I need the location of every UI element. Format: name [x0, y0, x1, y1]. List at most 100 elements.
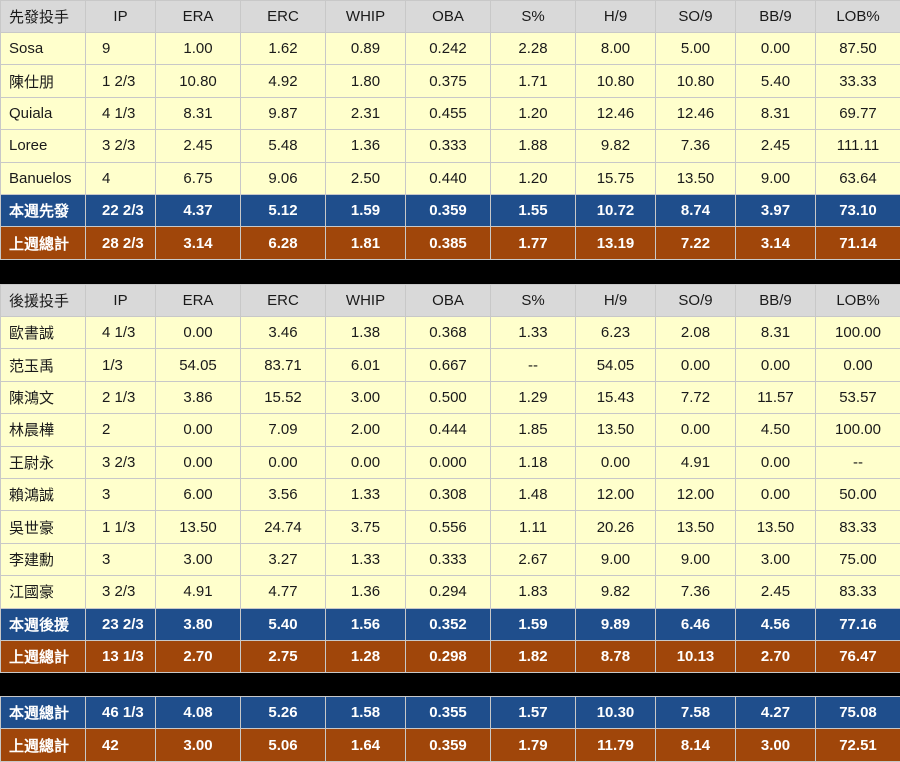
stat-cell: 22 2/3: [86, 194, 156, 226]
stat-cell: 0.368: [406, 317, 491, 349]
stat-cell: 0.00: [156, 317, 241, 349]
stat-cell: 9.00: [576, 543, 656, 575]
stat-cell: 1.77: [491, 227, 576, 259]
stat-cell: 23 2/3: [86, 608, 156, 640]
stat-cell: 10.80: [576, 65, 656, 97]
stat-cell: 4.91: [656, 446, 736, 478]
stat-cell: 73.10: [816, 194, 900, 226]
stat-cell: 9.89: [576, 608, 656, 640]
stat-cell: 9.06: [241, 162, 326, 194]
stat-cell: 5.12: [241, 194, 326, 226]
stat-cell: 9.82: [576, 130, 656, 162]
stat-cell: 77.16: [816, 608, 900, 640]
stat-cell: 111.11: [816, 130, 900, 162]
stat-cell: 0.308: [406, 478, 491, 510]
stat-cell: 2.70: [156, 640, 241, 672]
stat-cell: 0.00: [576, 446, 656, 478]
column-header: S%: [491, 285, 576, 317]
stat-cell: 7.58: [656, 697, 736, 729]
stat-cell: 100.00: [816, 414, 900, 446]
column-header: BB/9: [736, 1, 816, 33]
stat-cell: 4.56: [736, 608, 816, 640]
pitcher-name: 上週總計: [1, 227, 86, 259]
stat-cell: 15.43: [576, 381, 656, 413]
stat-cell: 6.23: [576, 317, 656, 349]
stat-cell: 0.00: [326, 446, 406, 478]
stat-cell: 15.75: [576, 162, 656, 194]
stat-cell: 1.48: [491, 478, 576, 510]
stat-cell: 0.556: [406, 511, 491, 543]
stat-cell: 33.33: [816, 65, 900, 97]
stat-cell: 3.00: [156, 729, 241, 761]
stat-cell: 1.81: [326, 227, 406, 259]
stat-cell: 7.72: [656, 381, 736, 413]
stat-cell: 1 1/3: [86, 511, 156, 543]
stat-cell: 10.72: [576, 194, 656, 226]
stat-cell: 0.444: [406, 414, 491, 446]
column-header: IP: [86, 285, 156, 317]
stat-cell: 0.359: [406, 194, 491, 226]
stat-cell: 13.50: [576, 414, 656, 446]
column-header: WHIP: [326, 285, 406, 317]
stat-cell: 1.59: [491, 608, 576, 640]
stat-cell: 1.62: [241, 33, 326, 65]
stat-cell: 54.05: [576, 349, 656, 381]
stat-cell: 9: [86, 33, 156, 65]
stat-cell: 0.355: [406, 697, 491, 729]
stat-cell: 1.33: [491, 317, 576, 349]
pitcher-name: 林晨樺: [1, 414, 86, 446]
stat-cell: 1.33: [326, 478, 406, 510]
stat-cell: 1.28: [326, 640, 406, 672]
stat-cell: 2.00: [326, 414, 406, 446]
pitcher-name: 上週總計: [1, 729, 86, 761]
stat-cell: 7.09: [241, 414, 326, 446]
stat-cell: 2 1/3: [86, 381, 156, 413]
stat-cell: 12.46: [576, 97, 656, 129]
stat-cell: 1 2/3: [86, 65, 156, 97]
stat-cell: 3.14: [736, 227, 816, 259]
stat-cell: 20.26: [576, 511, 656, 543]
stat-cell: 8.14: [656, 729, 736, 761]
pitcher-name: 本週後援: [1, 608, 86, 640]
stat-cell: 76.47: [816, 640, 900, 672]
stat-cell: 28 2/3: [86, 227, 156, 259]
stat-cell: 9.00: [736, 162, 816, 194]
stat-cell: 3: [86, 543, 156, 575]
stat-cell: 11.79: [576, 729, 656, 761]
stat-cell: 0.455: [406, 97, 491, 129]
stat-cell: 5.00: [656, 33, 736, 65]
pitcher-name: Quiala: [1, 97, 86, 129]
stat-cell: 0.00: [656, 414, 736, 446]
column-header: OBA: [406, 285, 491, 317]
stat-cell: 3.80: [156, 608, 241, 640]
stat-cell: 0.385: [406, 227, 491, 259]
stat-cell: 24.74: [241, 511, 326, 543]
stat-cell: 1.58: [326, 697, 406, 729]
header-label: 先發投手: [1, 1, 86, 33]
stat-cell: 1.33: [326, 543, 406, 575]
stat-cell: 83.71: [241, 349, 326, 381]
stat-cell: 1.38: [326, 317, 406, 349]
pitcher-name: 李建勳: [1, 543, 86, 575]
stat-cell: 1.88: [491, 130, 576, 162]
stat-cell: 0.00: [656, 349, 736, 381]
stat-cell: 11.57: [736, 381, 816, 413]
stat-cell: 1.71: [491, 65, 576, 97]
stat-cell: 0.440: [406, 162, 491, 194]
stat-cell: 1.83: [491, 576, 576, 608]
stat-cell: 0.00: [816, 349, 900, 381]
stat-cell: 42: [86, 729, 156, 761]
stat-cell: 2.31: [326, 97, 406, 129]
stat-cell: 69.77: [816, 97, 900, 129]
